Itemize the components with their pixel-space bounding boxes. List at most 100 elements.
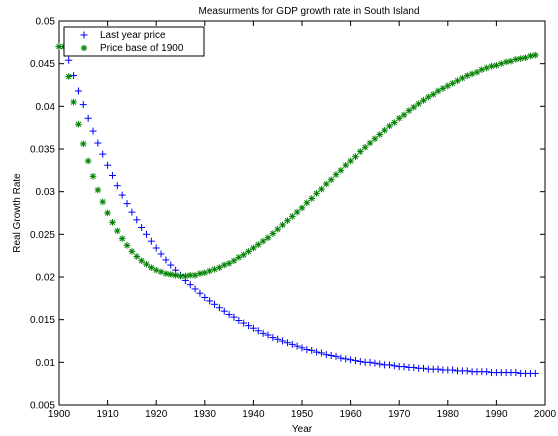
data-point-plus	[191, 285, 199, 293]
data-point-star	[75, 120, 82, 128]
data-point-star	[123, 242, 131, 249]
data-point-plus	[108, 171, 116, 179]
data-point-star	[206, 267, 213, 275]
data-point-plus	[264, 331, 272, 339]
data-point-plus	[279, 337, 287, 345]
data-point-star	[342, 161, 350, 169]
data-point-star	[65, 73, 73, 80]
data-point-star	[386, 122, 393, 130]
data-point-plus	[113, 182, 121, 190]
data-point-plus	[84, 114, 92, 122]
x-tick-label: 1980	[437, 409, 460, 420]
data-point-plus	[104, 161, 112, 169]
data-point-plus	[215, 304, 223, 312]
data-point-star	[376, 131, 384, 138]
data-point-star	[352, 153, 359, 160]
data-point-star	[478, 66, 486, 73]
data-point-star	[143, 260, 150, 268]
data-point-plus	[259, 329, 267, 337]
data-point-star	[522, 54, 529, 61]
data-point-star	[80, 140, 87, 148]
data-point-star	[104, 209, 111, 217]
data-point-star	[381, 126, 388, 134]
data-point-plus	[434, 365, 442, 373]
data-point-star	[420, 97, 427, 104]
data-point-star	[298, 204, 306, 212]
data-point-star	[483, 64, 490, 72]
y-tick-label: 0.05	[36, 17, 56, 28]
data-point-plus	[201, 293, 209, 301]
data-point-plus	[118, 191, 126, 199]
data-point-star	[318, 185, 325, 193]
data-point-star	[109, 219, 116, 226]
x-tick-label: 1990	[485, 409, 508, 420]
data-point-star	[512, 56, 520, 63]
data-point-star	[186, 271, 194, 279]
data-point-star	[279, 221, 286, 229]
chart-title: Measurments for GDP growth rate in South…	[198, 6, 419, 17]
data-point-plus	[89, 127, 97, 135]
data-point-plus	[376, 360, 384, 368]
data-point-star	[415, 100, 422, 108]
data-point-plus	[157, 250, 165, 258]
data-point-star	[172, 271, 179, 279]
data-point-plus	[449, 366, 457, 374]
data-point-star	[250, 244, 257, 252]
data-point-star	[235, 254, 243, 261]
data-point-plus	[79, 101, 87, 109]
data-point-star	[366, 139, 374, 147]
data-point-plus	[347, 356, 355, 364]
data-point-star	[284, 217, 291, 224]
data-point-star	[191, 271, 199, 279]
data-point-star	[488, 62, 495, 70]
data-point-plus	[128, 208, 136, 216]
data-point-star	[259, 237, 267, 245]
y-tick-label: 0.035	[30, 145, 55, 156]
data-point-plus	[74, 87, 82, 95]
data-point-star	[395, 114, 403, 122]
y-tick-label: 0.005	[30, 401, 55, 412]
x-tick-label: 1950	[291, 409, 314, 420]
data-point-star	[216, 264, 223, 271]
data-point-plus	[342, 355, 350, 363]
data-point-star	[274, 225, 281, 233]
data-point-plus	[254, 327, 262, 335]
data-point-star	[288, 213, 296, 220]
y-axis-label: Real Growth Rate	[12, 173, 23, 253]
data-point-star	[94, 186, 102, 194]
data-point-star	[327, 176, 335, 184]
data-point-plus	[186, 281, 194, 289]
data-point-star	[308, 195, 316, 202]
data-point-star	[196, 270, 204, 277]
data-point-plus	[385, 361, 393, 369]
data-point-plus	[138, 224, 146, 232]
series-star	[55, 43, 539, 280]
y-axis: 0.005 0.01 0.015 0.02 0.025 0.03 0.035 0.04 0.04…	[30, 17, 545, 412]
data-point-plus	[225, 311, 233, 319]
x-tick-label: 1930	[194, 409, 217, 420]
x-tick-label: 1960	[339, 409, 362, 420]
data-point-star	[473, 68, 481, 76]
data-point-plus	[410, 363, 418, 371]
x-axis-label: Year	[292, 424, 313, 435]
data-point-star	[152, 266, 160, 274]
data-point-plus	[298, 344, 306, 352]
data-point-plus	[512, 369, 520, 377]
x-tick-label: 1940	[242, 409, 265, 420]
data-point-star	[211, 266, 218, 273]
data-point-plus	[313, 348, 321, 356]
y-tick-label: 0.02	[36, 273, 56, 284]
legend: Last year price Price base of 1900	[63, 26, 205, 57]
y-tick-label: 0.015	[30, 315, 55, 326]
data-point-star	[400, 111, 408, 119]
data-point-plus	[288, 340, 296, 348]
x-tick-label: 1910	[96, 409, 119, 420]
data-point-plus	[371, 359, 379, 367]
data-point-plus	[167, 261, 175, 269]
legend-marker-plus	[80, 31, 88, 39]
data-point-plus	[420, 364, 427, 372]
data-point-star	[177, 272, 184, 280]
y-tick-label: 0.01	[36, 358, 56, 369]
data-point-star	[347, 157, 354, 165]
data-point-plus	[147, 237, 155, 245]
